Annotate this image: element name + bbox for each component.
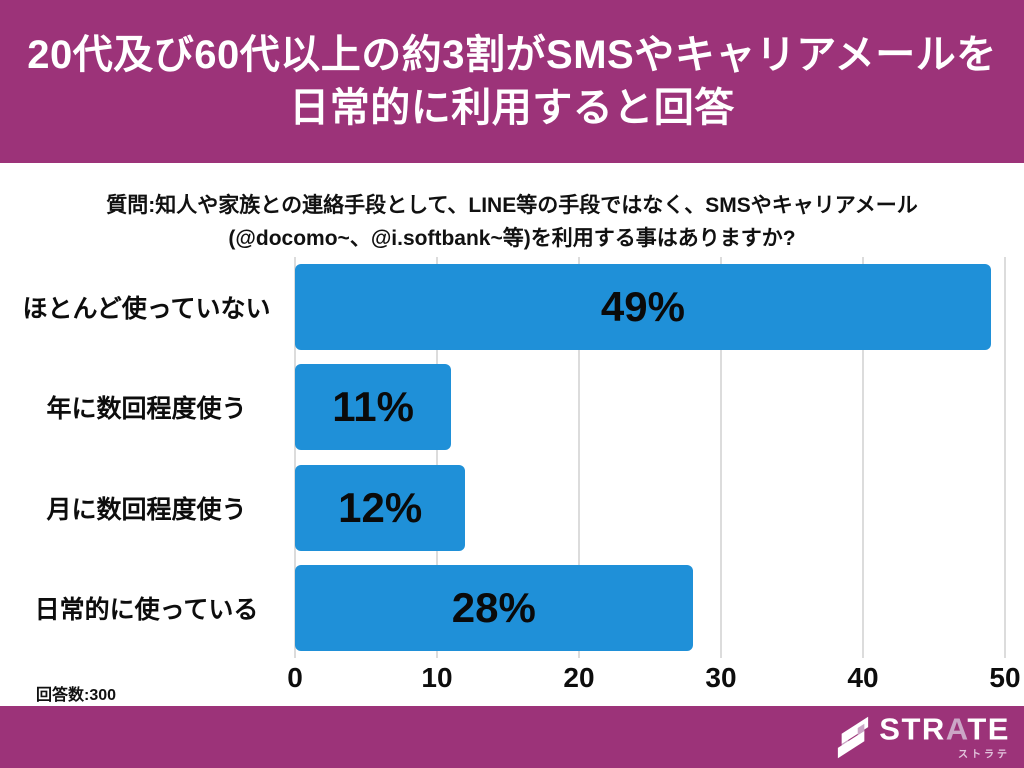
bar: 12%	[295, 464, 466, 551]
bar-row: 28%	[295, 558, 1005, 658]
bar: 11%	[295, 364, 452, 451]
gridline	[862, 257, 864, 658]
bar-value-label: 49%	[600, 283, 685, 331]
bar-chart: ほとんど使っていない 年に数回程度使う 月に数回程度使う 日常的に使っている 4…	[0, 257, 1024, 658]
header-banner: 20代及び60代以上の約3割がSMSやキャリアメールを 日常的に利用すると回答	[0, 0, 1024, 163]
title-line-2: 日常的に利用すると回答	[289, 85, 735, 130]
category-label: 月に数回程度使う	[46, 495, 247, 524]
survey-question: 質問:知人や家族との連絡手段として、LINE等の手段ではなく、SMSやキャリアメ…	[0, 190, 1024, 255]
bar-value-label: 11%	[332, 383, 414, 431]
category-axis: ほとんど使っていない 年に数回程度使う 月に数回程度使う 日常的に使っている	[0, 257, 293, 658]
category-label: ほとんど使っていない	[22, 295, 271, 324]
logo-wordmark: STRATE	[879, 711, 1010, 747]
axis-tick: 0	[287, 662, 303, 693]
question-line-2: (@docomo~、@i.softbank~等)を利用する事はありますか?	[228, 226, 796, 250]
bar-row: 11%	[295, 357, 1005, 457]
bar-value-label: 28%	[451, 583, 536, 631]
axis-tick: 10	[421, 662, 453, 693]
respondent-count: 回答数:300	[36, 687, 117, 704]
strate-logo: STRATE ストラテ	[836, 714, 1010, 761]
value-axis: 0 10 20 30 40 50	[287, 658, 1020, 700]
bar: 28%	[295, 564, 693, 651]
gridline	[294, 257, 296, 658]
gridline	[578, 257, 580, 658]
bar-value-label: 12%	[338, 483, 423, 531]
gridline	[436, 257, 438, 658]
gridline	[1004, 257, 1006, 658]
bar-row: 49%	[295, 257, 1005, 357]
gridline	[720, 257, 722, 658]
axis-tick: 50	[989, 662, 1021, 693]
bar: 49%	[295, 264, 991, 351]
logo-text-block: STRATE ストラテ	[879, 714, 1010, 761]
title-line-1: 20代及び60代以上の約3割がSMSやキャリアメールを	[27, 32, 997, 77]
axis-tick: 40	[847, 662, 879, 693]
plot-area: 49% 11% 12% 28%	[294, 257, 1006, 658]
axis-tick: 20	[563, 662, 595, 693]
bar-row: 12%	[295, 458, 1005, 558]
category-label: 年に数回程度使う	[46, 395, 247, 424]
footer-banner: STRATE ストラテ	[0, 706, 1024, 768]
axis-tick: 30	[705, 662, 737, 693]
category-label: 日常的に使っている	[34, 595, 259, 624]
logo-subtext: ストラテ	[958, 749, 1010, 761]
strate-s-icon	[838, 716, 869, 758]
question-line-1: 質問:知人や家族との連絡手段として、LINE等の手段ではなく、SMSやキャリアメ…	[106, 194, 918, 217]
bar-rows: 49% 11% 12% 28%	[295, 257, 1005, 658]
